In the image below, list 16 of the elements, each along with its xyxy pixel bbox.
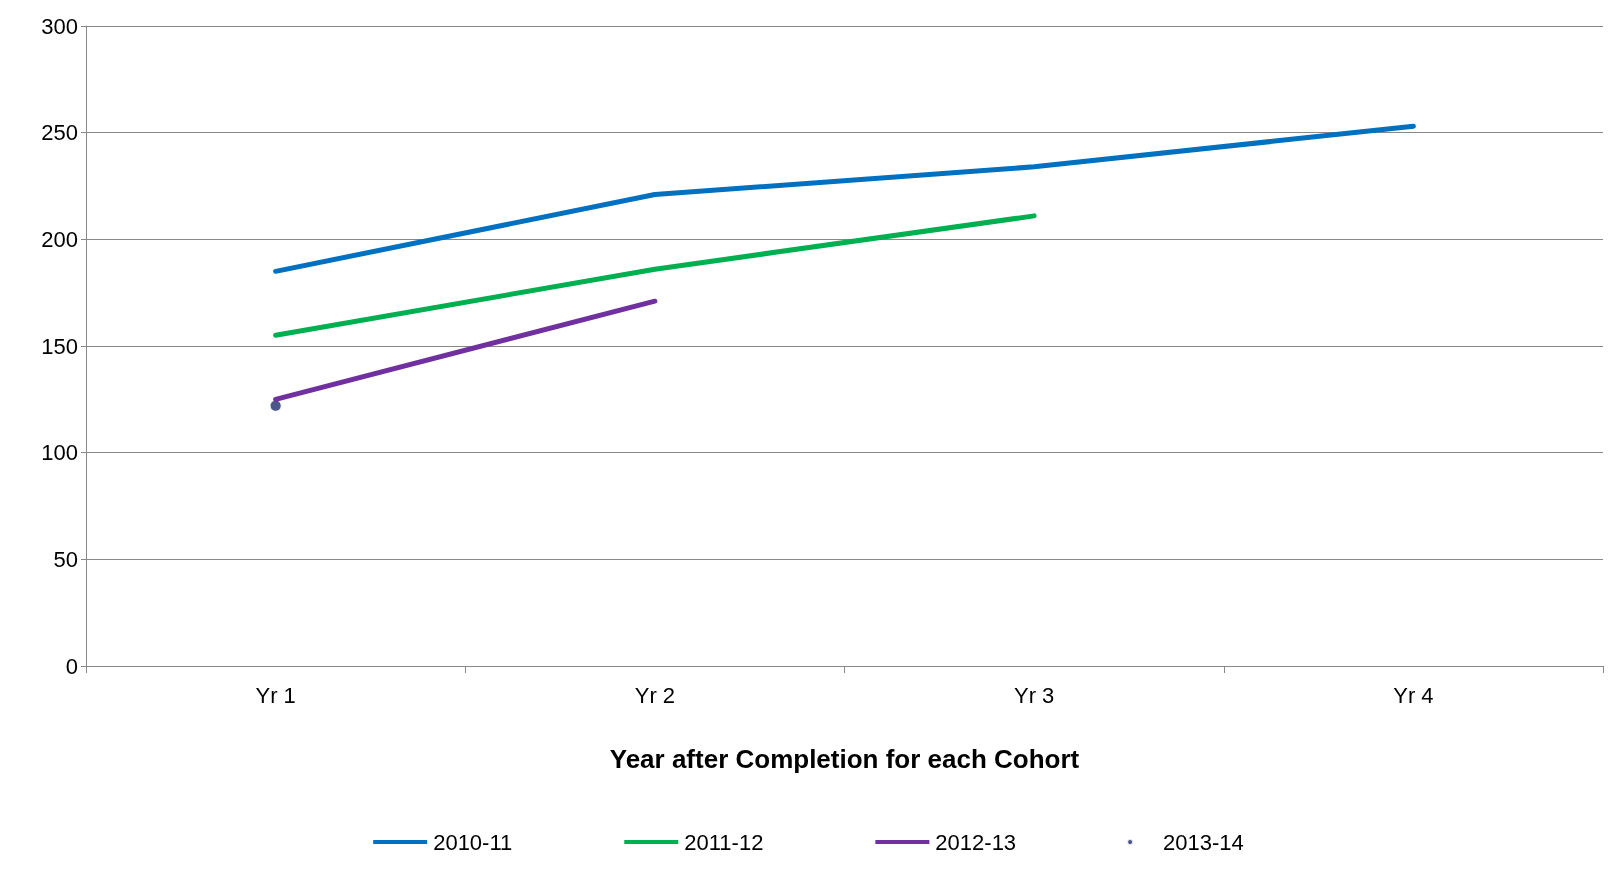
y-tick-label: 200 <box>41 226 78 252</box>
x-tick-label: Yr 3 <box>1013 682 1055 708</box>
x-tick-label: Yr 2 <box>634 682 676 708</box>
x-tick-label: Yr 4 <box>1393 682 1434 708</box>
y-tick-label: 100 <box>41 440 78 466</box>
legend-label: 2013-14 <box>1163 829 1244 855</box>
legend-label: 2011-12 <box>684 829 764 855</box>
y-tick-label: 250 <box>41 120 78 146</box>
y-tick-label: 300 <box>41 13 78 39</box>
y-tick-label: 50 <box>53 546 78 572</box>
x-axis-title: Year after Completion for each Cohort <box>609 744 1080 774</box>
y-tick-label: 150 <box>41 333 78 359</box>
x-tick-label: Yr 1 <box>255 682 296 708</box>
legend-label: 2010-11 <box>433 829 513 855</box>
legend-label: 2012-13 <box>935 829 1017 855</box>
y-tick-label: 0 <box>65 653 78 679</box>
